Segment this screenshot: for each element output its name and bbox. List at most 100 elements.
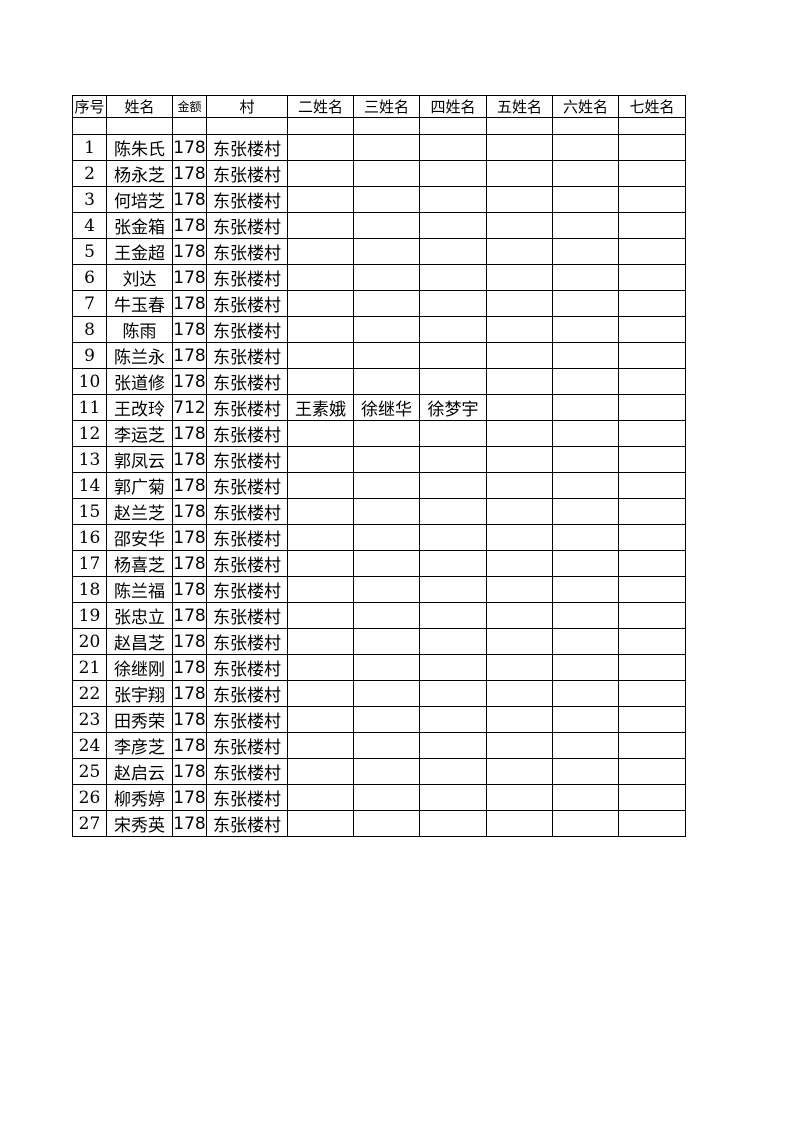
- row-number: 19: [72, 602, 107, 629]
- village-cell: 东张楼村: [206, 342, 288, 369]
- village-cell: 东张楼村: [206, 498, 288, 525]
- name-cell: 张忠立: [106, 602, 173, 629]
- amount-cell: 178: [172, 628, 207, 655]
- village-cell: 东张楼村: [206, 654, 288, 681]
- extra-name-cell: [287, 784, 354, 811]
- name-cell: 徐继刚: [106, 654, 173, 681]
- extra-name-cell: [419, 342, 487, 369]
- column-header: 序号: [72, 95, 107, 118]
- extra-name-cell: [353, 680, 420, 707]
- extra-name-cell: [552, 732, 619, 759]
- extra-name-cell: [419, 368, 487, 395]
- extra-name-cell: [419, 186, 487, 213]
- extra-name-cell: [618, 758, 686, 785]
- column-header: 四姓名: [419, 95, 487, 118]
- row-number: 22: [72, 680, 107, 707]
- table-row: 23 田秀荣 178 东张楼村: [72, 706, 686, 733]
- amount-cell: 178: [172, 784, 207, 811]
- amount-cell: 178: [172, 680, 207, 707]
- extra-name-cell: [419, 212, 487, 239]
- extra-name-cell: [618, 498, 686, 525]
- extra-name-cell: [419, 524, 487, 551]
- extra-name-cell: [287, 238, 354, 265]
- name-cell: 王金超: [106, 238, 173, 265]
- village-cell: 东张楼村: [206, 706, 288, 733]
- village-cell: 东张楼村: [206, 628, 288, 655]
- column-header: 七姓名: [618, 95, 686, 118]
- extra-name-cell: [552, 654, 619, 681]
- extra-name-cell: [419, 576, 487, 603]
- table-row: 18 陈兰福 178 东张楼村: [72, 576, 686, 603]
- table-row: 20 赵昌芝 178 东张楼村: [72, 628, 686, 655]
- name-cell: 杨永芝: [106, 160, 173, 187]
- extra-name-cell: [353, 732, 420, 759]
- extra-name-cell: [552, 420, 619, 447]
- extra-name-cell: [552, 628, 619, 655]
- row-number: 17: [72, 550, 107, 577]
- extra-name-cell: [287, 420, 354, 447]
- table-row: 5 王金超 178 东张楼村: [72, 238, 686, 265]
- table-row: 9 陈兰永 178 东张楼村: [72, 342, 686, 369]
- village-cell: 东张楼村: [206, 212, 288, 239]
- extra-name-cell: [486, 758, 553, 785]
- amount-cell: 178: [172, 186, 207, 213]
- extra-name-cell: [486, 316, 553, 343]
- extra-name-cell: [287, 680, 354, 707]
- extra-name-cell: [419, 628, 487, 655]
- extra-name-cell: [419, 160, 487, 187]
- extra-name-cell: [287, 732, 354, 759]
- empty-cell: [287, 117, 354, 135]
- extra-name-cell: [287, 160, 354, 187]
- name-cell: 邵安华: [106, 524, 173, 551]
- empty-cell: [618, 117, 686, 135]
- extra-name-cell: [287, 498, 354, 525]
- amount-cell: 178: [172, 550, 207, 577]
- row-number: 9: [72, 342, 107, 369]
- extra-name-cell: [552, 576, 619, 603]
- extra-name-cell: [618, 732, 686, 759]
- row-number: 14: [72, 472, 107, 499]
- amount-cell: 178: [172, 134, 207, 161]
- village-cell: 东张楼村: [206, 186, 288, 213]
- amount-cell: 178: [172, 342, 207, 369]
- extra-name-cell: [419, 706, 487, 733]
- row-number: 18: [72, 576, 107, 603]
- empty-cell: [353, 117, 420, 135]
- row-number: 15: [72, 498, 107, 525]
- column-header: 姓名: [106, 95, 173, 118]
- column-header: 三姓名: [353, 95, 420, 118]
- extra-name-cell: [552, 784, 619, 811]
- village-cell: 东张楼村: [206, 602, 288, 629]
- extra-name-cell: 王素娥: [287, 394, 354, 421]
- extra-name-cell: [552, 680, 619, 707]
- table-row: 25 赵启云 178 东张楼村: [72, 758, 686, 785]
- extra-name-cell: [353, 810, 420, 837]
- extra-name-cell: [486, 394, 553, 421]
- village-cell: 东张楼村: [206, 732, 288, 759]
- extra-name-cell: [353, 186, 420, 213]
- extra-name-cell: [287, 810, 354, 837]
- row-number: 1: [72, 134, 107, 161]
- table-row: 11 王改玲 712 东张楼村 王素娥 徐继华 徐梦宇: [72, 394, 686, 421]
- column-header: 村: [206, 95, 288, 118]
- extra-name-cell: [618, 680, 686, 707]
- amount-cell: 178: [172, 732, 207, 759]
- extra-name-cell: [618, 134, 686, 161]
- extra-name-cell: [552, 472, 619, 499]
- extra-name-cell: [618, 784, 686, 811]
- extra-name-cell: [552, 342, 619, 369]
- extra-name-cell: [486, 264, 553, 291]
- roster-table: 序号 姓名 金额村二姓名 三姓名 四姓名 五姓名 六姓名 七姓名 1 陈朱氏 178 东张楼村 2 杨永芝…: [72, 95, 686, 837]
- extra-name-cell: [419, 472, 487, 499]
- extra-name-cell: [618, 810, 686, 837]
- extra-name-cell: [353, 420, 420, 447]
- row-number: 13: [72, 446, 107, 473]
- amount-cell: 178: [172, 654, 207, 681]
- amount-cell: 178: [172, 264, 207, 291]
- name-cell: 何培芝: [106, 186, 173, 213]
- extra-name-cell: [287, 186, 354, 213]
- extra-name-cell: [486, 238, 553, 265]
- table-row: 17 杨喜芝 178 东张楼村: [72, 550, 686, 577]
- amount-cell: 178: [172, 472, 207, 499]
- extra-name-cell: [618, 186, 686, 213]
